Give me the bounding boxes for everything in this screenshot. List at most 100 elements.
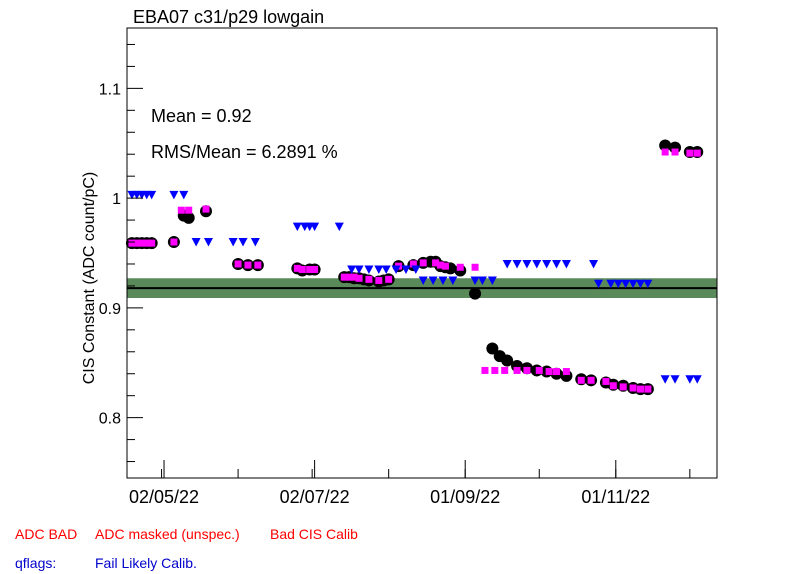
flag-point: [364, 265, 374, 274]
masked-point: [513, 366, 521, 374]
flag-point: [512, 259, 522, 269]
masked-point: [636, 385, 644, 393]
flag-point: [438, 276, 448, 285]
masked-point: [661, 148, 669, 156]
flag-point: [470, 276, 480, 285]
flag-point: [354, 265, 364, 274]
data-markers-layer: [125, 139, 704, 396]
flag-point: [203, 238, 213, 247]
masked-point: [535, 366, 543, 374]
flag-point: [448, 276, 458, 285]
masked-point: [202, 205, 210, 213]
masked-point: [432, 259, 440, 267]
calibration-point: [501, 354, 514, 367]
flag-point: [411, 265, 421, 274]
masked-point: [609, 382, 617, 390]
masked-point: [385, 275, 393, 283]
flag-point: [552, 259, 562, 269]
flag-point: [685, 375, 695, 384]
flag-point: [542, 259, 552, 269]
flag-point: [670, 375, 680, 384]
flag-point: [310, 222, 320, 232]
y-tick-label: 1: [112, 191, 121, 208]
masked-point: [244, 261, 252, 269]
masked-point: [441, 262, 449, 270]
masked-point: [562, 368, 570, 376]
masked-point: [686, 149, 694, 157]
masked-point: [693, 149, 701, 157]
rms-stat-label: RMS/Mean = 6.2891 %: [151, 142, 338, 162]
flag-point: [169, 190, 179, 200]
masked-point: [254, 261, 262, 269]
masked-point: [553, 368, 561, 376]
legend-fail-likely-calib: Fail Likely Calib.: [95, 555, 197, 571]
flag-point: [660, 375, 670, 384]
plot-frame: [126, 27, 718, 479]
axes-layer: 0.8 0.9 1 1.1 02/05/22 02/07/22 01/09/22 01/11/…: [99, 27, 718, 507]
calibration-point: [486, 342, 499, 355]
flag-point: [334, 222, 344, 232]
legend-adc-bad: ADC BAD: [15, 526, 78, 542]
flag-point: [347, 265, 357, 274]
masked-point: [481, 366, 489, 374]
flag-point: [532, 259, 542, 269]
flag-point: [643, 279, 653, 289]
flag-point: [692, 375, 702, 384]
masked-point: [587, 376, 595, 384]
masked-point: [350, 273, 358, 281]
flag-point: [292, 222, 302, 232]
flag-point: [487, 276, 497, 285]
legend-bad-cis-calib: Bad CIS Calib: [270, 526, 358, 542]
flag-point: [628, 279, 638, 289]
masked-point: [409, 260, 417, 268]
x-tick-label: 02/05/22: [129, 487, 199, 507]
masked-point: [143, 239, 151, 247]
masked-point: [671, 148, 679, 156]
masked-point: [629, 384, 637, 392]
masked-point: [501, 366, 509, 374]
flag-point: [401, 265, 411, 274]
masked-point: [437, 261, 445, 269]
y-tick-label: 1.1: [99, 81, 121, 98]
masked-point: [471, 263, 479, 271]
masked-point: [375, 276, 383, 284]
calibration-point: [469, 287, 482, 300]
x-tick-label: 01/11/22: [581, 487, 650, 507]
masked-point: [298, 265, 306, 273]
flag-point: [147, 190, 157, 200]
chart-title: EBA07 c31/p29 lowgain: [133, 7, 324, 27]
flag-point: [250, 238, 260, 247]
legend-adc-masked: ADC masked (unspec.): [95, 526, 240, 542]
masked-point: [602, 377, 610, 385]
flag-point: [477, 276, 487, 285]
masked-point: [619, 383, 627, 391]
flag-point: [381, 265, 391, 274]
flag-point: [502, 259, 512, 269]
flag-point: [621, 279, 631, 289]
flag-point: [228, 238, 238, 247]
calibration-point: [182, 211, 195, 224]
flag-point: [561, 259, 571, 269]
flag-point: [418, 276, 428, 285]
masked-point: [234, 260, 242, 268]
flag-point: [428, 276, 438, 285]
mean-band-layer: [127, 278, 717, 298]
flag-point: [191, 238, 201, 247]
flag-point: [606, 279, 616, 289]
masked-point: [293, 264, 301, 272]
flag-point: [589, 259, 599, 269]
masked-point: [311, 265, 319, 273]
flag-point: [613, 279, 623, 289]
masked-point: [523, 366, 531, 374]
masked-point: [491, 366, 499, 374]
masked-point: [365, 275, 373, 283]
flag-point: [374, 265, 384, 274]
flag-point: [391, 265, 401, 274]
masked-point: [185, 206, 193, 214]
flag-point: [179, 190, 189, 200]
masked-point: [545, 368, 553, 376]
flag-point: [522, 259, 532, 269]
masked-point: [340, 273, 348, 281]
flag-point: [594, 279, 604, 289]
y-axis-label: CIS Constant (ADC count/pC): [81, 172, 98, 385]
